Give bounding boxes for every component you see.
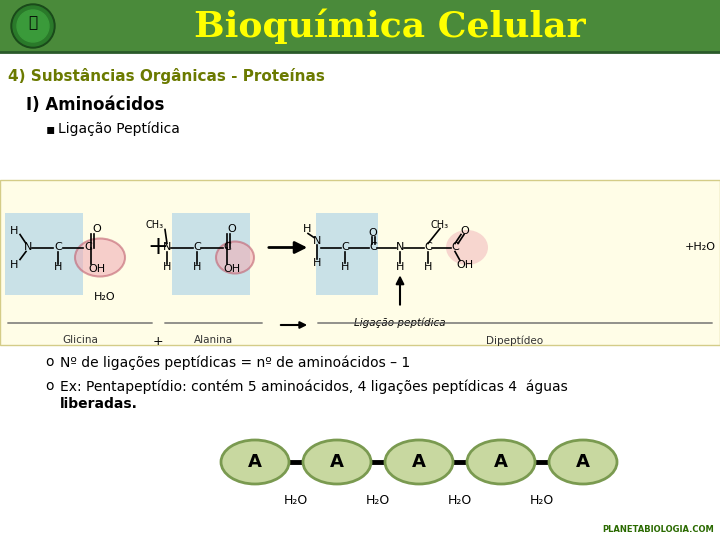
Text: C: C bbox=[84, 242, 92, 253]
FancyBboxPatch shape bbox=[5, 213, 83, 294]
Text: O: O bbox=[369, 227, 377, 238]
Text: N: N bbox=[163, 242, 171, 253]
Text: H: H bbox=[54, 262, 62, 273]
Text: PLANETABIOLOGIA.COM: PLANETABIOLOGIA.COM bbox=[602, 525, 714, 534]
Text: +H₂O: +H₂O bbox=[685, 242, 716, 253]
FancyBboxPatch shape bbox=[316, 213, 378, 294]
Text: Alanina: Alanina bbox=[194, 335, 233, 345]
Ellipse shape bbox=[385, 440, 453, 484]
Text: A: A bbox=[330, 453, 344, 471]
Ellipse shape bbox=[221, 440, 289, 484]
Text: 🌿: 🌿 bbox=[28, 16, 37, 30]
Text: A: A bbox=[494, 453, 508, 471]
Ellipse shape bbox=[549, 440, 617, 484]
Circle shape bbox=[13, 6, 53, 46]
Text: O: O bbox=[93, 224, 102, 233]
Text: OH: OH bbox=[89, 264, 106, 273]
Text: H: H bbox=[10, 260, 18, 269]
Text: H: H bbox=[424, 261, 432, 272]
Text: Ex: Pentapeptídio: contém 5 aminoácidos, 4 ligações peptídicas 4  águas: Ex: Pentapeptídio: contém 5 aminoácidos,… bbox=[60, 379, 568, 394]
Text: A: A bbox=[248, 453, 262, 471]
Text: H: H bbox=[303, 224, 311, 233]
Text: C: C bbox=[341, 242, 349, 253]
Text: C: C bbox=[54, 242, 62, 253]
Text: Glicina: Glicina bbox=[62, 335, 98, 345]
Text: I) Aminoácidos: I) Aminoácidos bbox=[26, 96, 164, 114]
Text: H: H bbox=[341, 261, 349, 272]
Text: A: A bbox=[576, 453, 590, 471]
Ellipse shape bbox=[467, 440, 535, 484]
Text: +: + bbox=[148, 235, 168, 260]
Text: Ligação Peptídica: Ligação Peptídica bbox=[58, 122, 180, 137]
Text: C: C bbox=[193, 242, 201, 253]
FancyBboxPatch shape bbox=[0, 0, 720, 52]
Text: N: N bbox=[24, 242, 32, 253]
Text: Bioquímica Celular: Bioquímica Celular bbox=[194, 8, 586, 44]
Circle shape bbox=[17, 10, 49, 42]
Text: H: H bbox=[193, 262, 201, 273]
Text: o: o bbox=[45, 355, 53, 369]
Circle shape bbox=[11, 4, 55, 48]
Text: Dipeptídeo: Dipeptídeo bbox=[487, 335, 544, 346]
Text: N: N bbox=[312, 235, 321, 246]
Text: CH₃: CH₃ bbox=[146, 219, 164, 230]
Ellipse shape bbox=[303, 440, 371, 484]
Text: H₂O: H₂O bbox=[94, 293, 116, 302]
Text: H₂O: H₂O bbox=[530, 494, 554, 507]
Text: C: C bbox=[451, 242, 459, 253]
Text: CH₃: CH₃ bbox=[431, 219, 449, 230]
Text: +: + bbox=[153, 335, 163, 348]
Text: H₂O: H₂O bbox=[284, 494, 308, 507]
Text: C: C bbox=[424, 242, 432, 253]
Ellipse shape bbox=[75, 239, 125, 276]
Text: H₂O: H₂O bbox=[448, 494, 472, 507]
Text: OH: OH bbox=[456, 260, 474, 269]
Text: Nº de ligações peptídicas = nº de aminoácidos – 1: Nº de ligações peptídicas = nº de aminoá… bbox=[60, 355, 410, 369]
Text: OH: OH bbox=[223, 264, 240, 273]
FancyBboxPatch shape bbox=[0, 180, 720, 345]
Text: N: N bbox=[396, 242, 404, 253]
Text: C: C bbox=[369, 242, 377, 253]
Text: 4) Substâncias Orgânicas - Proteínas: 4) Substâncias Orgânicas - Proteínas bbox=[8, 68, 325, 84]
Text: H: H bbox=[312, 258, 321, 267]
Text: ▪: ▪ bbox=[46, 122, 55, 136]
Text: O: O bbox=[461, 226, 469, 235]
Text: Ligação peptídica: Ligação peptídica bbox=[354, 318, 446, 328]
FancyBboxPatch shape bbox=[0, 52, 720, 540]
Text: H: H bbox=[10, 226, 18, 235]
Text: H: H bbox=[163, 262, 171, 273]
Ellipse shape bbox=[446, 230, 488, 265]
Text: H: H bbox=[396, 261, 404, 272]
Text: O: O bbox=[228, 224, 236, 233]
Text: liberadas.: liberadas. bbox=[60, 397, 138, 411]
Ellipse shape bbox=[216, 241, 254, 273]
Text: C: C bbox=[223, 242, 231, 253]
Text: H₂O: H₂O bbox=[366, 494, 390, 507]
Text: A: A bbox=[412, 453, 426, 471]
Text: o: o bbox=[45, 379, 53, 393]
FancyBboxPatch shape bbox=[172, 213, 250, 294]
